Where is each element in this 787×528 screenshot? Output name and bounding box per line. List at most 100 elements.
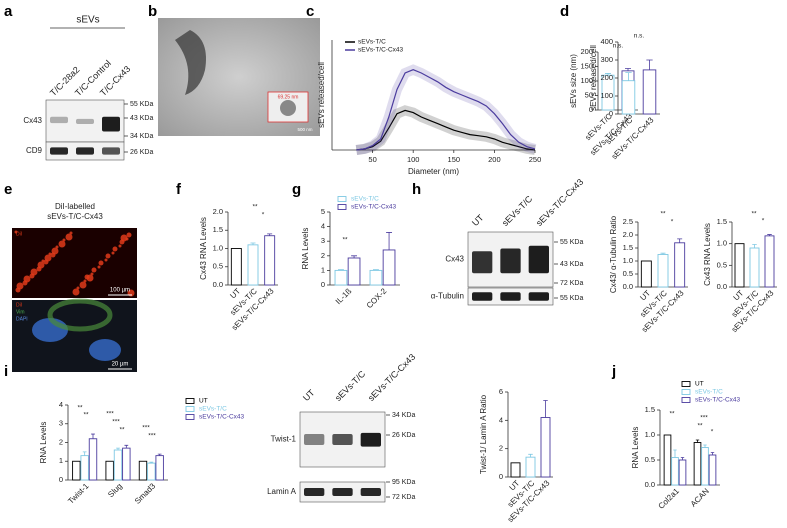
blot-band [50,147,68,155]
legend-label: UT [695,381,704,388]
bar [642,69,657,115]
blot-header: sEVs [76,15,99,26]
bar [247,244,259,286]
fluor-image-top [12,228,137,298]
scale-label: 20 µm [112,362,129,368]
x-tick-label: COX-2 [365,286,389,310]
y-tick-label: 0 [499,472,503,481]
bar [105,460,114,481]
bar [674,242,686,288]
channel-label: Vim [16,309,25,315]
bar [347,257,361,286]
dil-spot [58,240,66,248]
annotation: ** [669,411,675,418]
legend-label: sEVs-T/C-Cx43 [358,47,404,54]
y-tick-label: 1 [321,265,325,274]
blot-band [472,292,493,301]
x-tick-label: Col2a1 [657,486,682,511]
error-bar [625,72,632,81]
annotation: *** [700,415,708,422]
line-band [355,64,537,155]
vimentin [47,298,113,332]
error-bar [82,451,87,456]
annotation: ** [342,237,348,244]
dil-spot [55,245,59,249]
y-tick-label: 5 [321,207,325,216]
x-tick-label: 150 [448,155,461,164]
nucleus [89,339,121,361]
y-tick-label: 2 [321,251,325,260]
y-tick-label: 0.5 [623,269,633,278]
marker-label: 72 KDa [560,280,583,287]
y-tick-label: 100 [600,91,613,100]
dil-spot [84,274,90,280]
panel-letter: b [148,3,157,20]
annotation: * [711,429,714,436]
lane-label: sEVs-T/C-Cx43 [534,177,585,228]
bar [540,417,551,478]
bar [657,254,669,288]
panel-letter: j [611,363,616,380]
bar [88,438,98,481]
x-tick-label: 50 [368,155,376,164]
y-tick-label: 0.5 [717,260,727,269]
legend-swatch [185,398,195,404]
marker-label: 43 KDa [560,261,583,268]
y-tick-label: 0 [609,109,613,118]
error-bar [337,269,344,271]
panel-letter: f [176,181,182,198]
legend-label: sEVs-T/C-Cx43 [695,397,741,404]
dil-spot [30,268,38,276]
bar [334,269,348,286]
legend-swatch [185,406,195,412]
y-tick-label: 0.0 [645,480,655,489]
y-tick-label: 0 [321,280,325,289]
bar [264,235,276,286]
bar [510,462,521,478]
lane-label: sEVs-T/C [500,193,535,228]
dil-spot [105,253,111,259]
bar [369,269,383,286]
bar [113,449,123,481]
x-tick-label: Smad3 [133,481,158,506]
lane-label: sEVs-T/C [333,368,368,403]
y-axis-label: RNA Levels [39,422,48,464]
error-bar [267,233,273,236]
row-label: CD9 [26,146,43,155]
dil-spot [104,258,108,262]
legend-label: sEVs-T/C-Cx43 [199,414,245,421]
y-tick-label: 2 [499,444,503,453]
blot-band [500,292,521,301]
blot-band [332,434,353,445]
row-label: Cx43 [23,116,42,125]
error-bar [673,449,677,458]
marker-label: 72 KDa [392,494,415,501]
legend-label: sEVs-T/C [358,39,386,46]
row-label: α-Tubulin [431,292,464,301]
y-tick-label: 0.5 [213,262,223,271]
legend-label: sEVs-T/C [695,389,723,396]
dil-spot [37,261,45,269]
annotation: *** [148,433,156,440]
error-bar [351,255,358,258]
panel-letter: a [4,3,13,20]
y-tick-label: 3 [59,419,63,428]
dil-spot [91,267,97,273]
error-bar [646,59,653,70]
blot-band [472,251,493,274]
legend-label: sEVs-T/C [199,406,227,413]
x-tick-label: IL-1ß [334,286,354,306]
error-bar [605,73,611,76]
y-tick-label: 1.5 [623,243,633,252]
scale-label: 500 nm [297,127,312,132]
legend-swatch [681,397,691,403]
y-tick-label: 150 [580,61,593,70]
dil-spot [72,288,80,296]
dil-spot [120,234,128,242]
annotation: n.s. [634,33,645,40]
bar [147,462,156,481]
channel-label: DAPI [16,316,28,322]
line [356,109,536,151]
dil-spot [44,254,52,262]
dil-spot [118,244,122,248]
